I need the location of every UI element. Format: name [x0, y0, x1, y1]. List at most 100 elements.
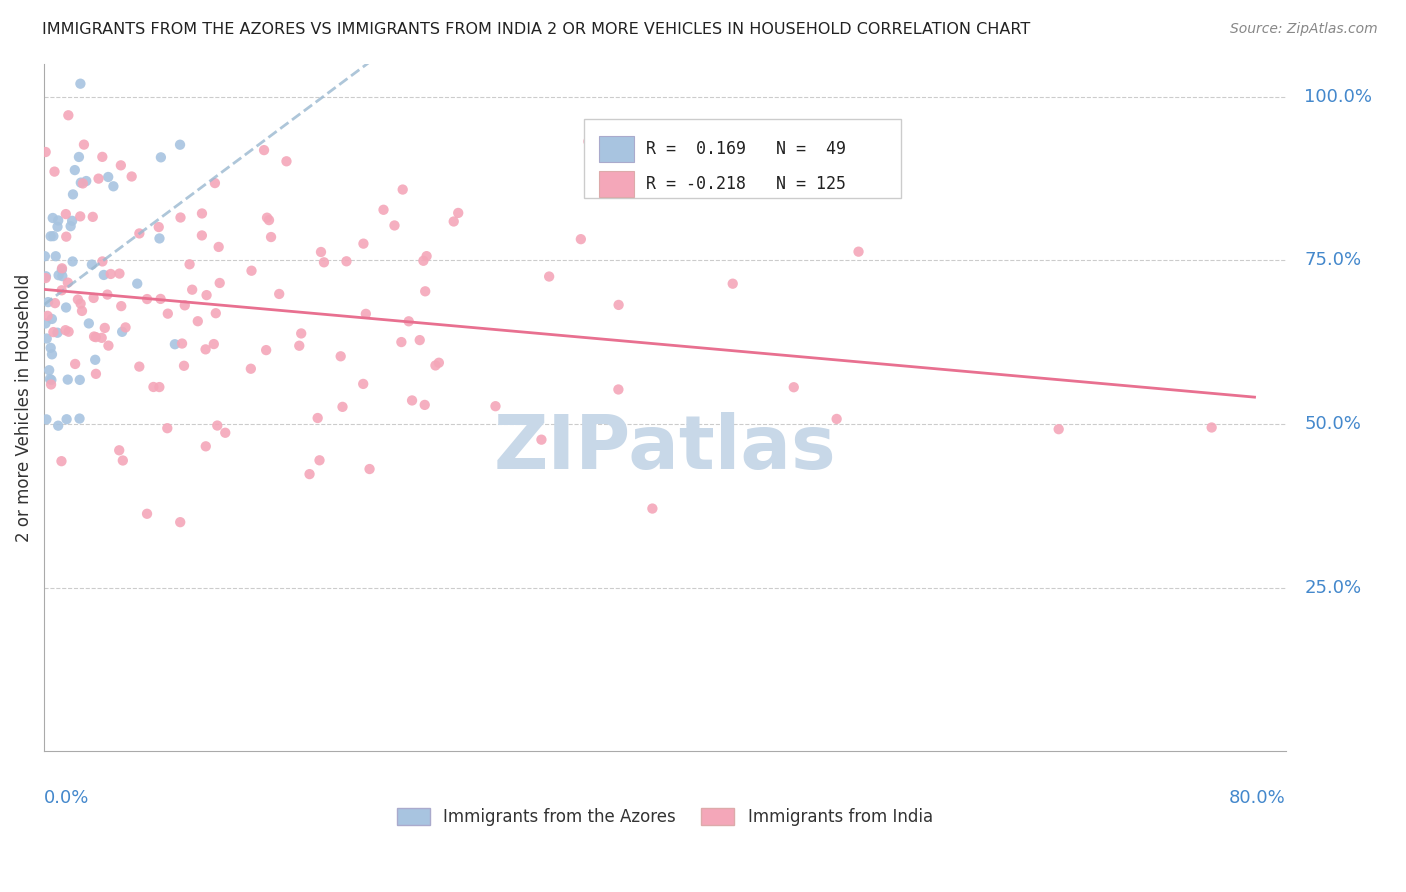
Point [34, 317, 56, 331]
Point [569, 232, 592, 246]
Point [309, 245, 332, 260]
Point [82, 210, 104, 224]
Point [149, 292, 172, 306]
Point [62, 254, 84, 268]
Point [38, 363, 60, 377]
Point [298, 467, 321, 482]
Point [34, 249, 56, 263]
Point [51, 261, 73, 276]
Point [538, 269, 561, 284]
Point [447, 206, 470, 220]
Text: R =  0.169   N =  49: R = 0.169 N = 49 [647, 140, 846, 158]
Point [170, 336, 193, 351]
Point [37, 309, 59, 323]
Point [384, 219, 406, 233]
Point [114, 320, 136, 334]
Point [58, 108, 80, 122]
Point [169, 137, 191, 152]
Point [239, 361, 262, 376]
Point [83, 291, 105, 305]
Point [51, 283, 73, 297]
Point [389, 334, 412, 349]
Point [91, 150, 114, 164]
Point [373, 202, 395, 217]
Legend: Immigrants from the Azores, Immigrants from India: Immigrants from the Azores, Immigrants f… [389, 801, 939, 832]
Point [69, 176, 91, 190]
Point [96, 287, 118, 301]
Point [63, 163, 86, 178]
Point [39, 372, 62, 386]
Text: Source: ZipAtlas.com: Source: ZipAtlas.com [1230, 22, 1378, 37]
Point [108, 443, 131, 458]
Point [58, 325, 80, 339]
Point [35, 412, 58, 426]
Point [84, 330, 107, 344]
Point [163, 337, 186, 351]
Point [253, 143, 276, 157]
Point [39, 341, 62, 355]
Bar [599, 136, 634, 162]
Point [307, 411, 329, 425]
Point [34, 145, 56, 159]
Point [93, 268, 115, 282]
Point [73, 137, 96, 152]
Point [51, 269, 73, 284]
Point [111, 453, 134, 467]
Text: ZIPatlas: ZIPatlas [494, 412, 837, 485]
Point [51, 262, 73, 277]
Point [607, 383, 630, 397]
Point [214, 425, 236, 440]
Point [94, 321, 117, 335]
Point [412, 253, 434, 268]
Point [69, 210, 91, 224]
Point [1201, 420, 1223, 434]
Point [111, 325, 134, 339]
Point [142, 380, 165, 394]
Point [45, 249, 67, 263]
Bar [599, 170, 634, 197]
Point [240, 264, 263, 278]
Point [69, 411, 91, 425]
Point [195, 288, 218, 302]
Point [75, 174, 97, 188]
Point [187, 314, 209, 328]
Point [34, 271, 56, 285]
Point [427, 356, 450, 370]
Point [97, 169, 120, 184]
Point [530, 433, 553, 447]
Point [398, 314, 420, 328]
Point [256, 211, 278, 225]
Point [413, 398, 436, 412]
Point [44, 164, 66, 178]
Point [69, 373, 91, 387]
Point [60, 214, 83, 228]
Point [83, 329, 105, 343]
Point [825, 412, 848, 426]
Point [181, 283, 204, 297]
Point [260, 230, 283, 244]
Point [359, 462, 381, 476]
Point [173, 298, 195, 312]
Point [208, 240, 231, 254]
Point [55, 207, 77, 221]
Point [329, 349, 352, 363]
Point [308, 453, 330, 467]
Point [136, 292, 159, 306]
Point [194, 439, 217, 453]
Point [84, 352, 107, 367]
Point [46, 418, 69, 433]
Point [90, 331, 112, 345]
Text: 80.0%: 80.0% [1229, 789, 1285, 807]
Point [848, 244, 870, 259]
Point [46, 326, 69, 340]
Point [332, 400, 354, 414]
Point [191, 228, 214, 243]
Point [48, 268, 70, 283]
Point [39, 229, 62, 244]
Point [55, 301, 77, 315]
Point [269, 287, 291, 301]
Point [87, 171, 110, 186]
Point [204, 176, 226, 190]
Point [401, 393, 423, 408]
Point [425, 359, 447, 373]
